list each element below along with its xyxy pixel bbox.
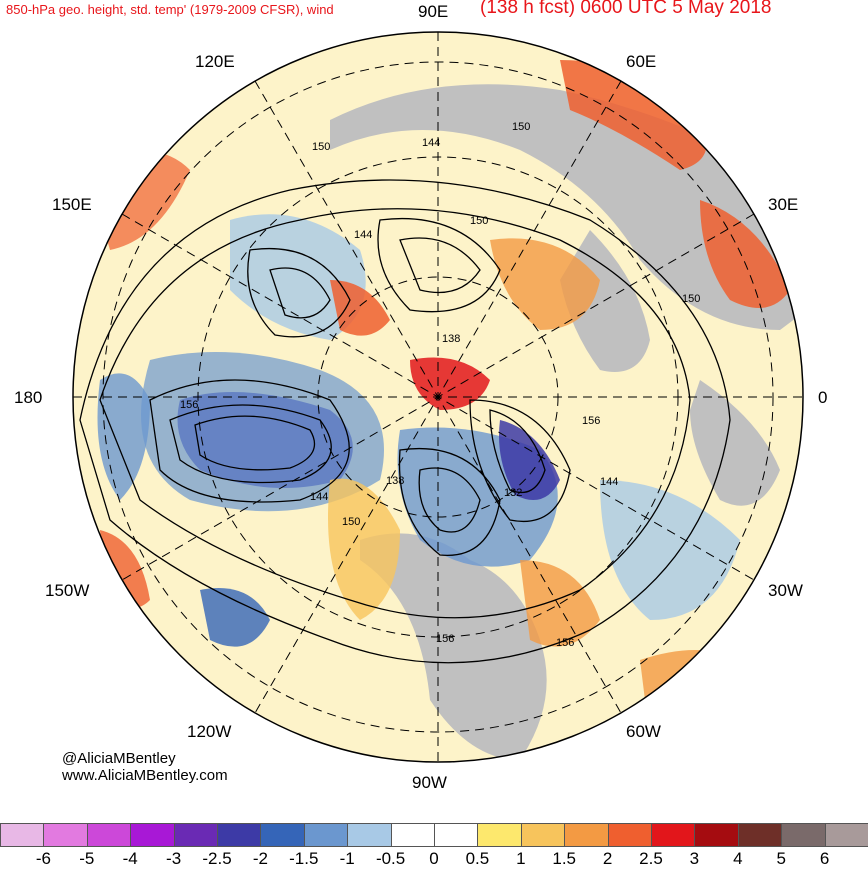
lon-label-30w: 30W bbox=[768, 581, 803, 600]
lon-label-60w: 60W bbox=[626, 722, 661, 741]
colorbar-swatch bbox=[477, 823, 522, 847]
lon-label-120w: 120W bbox=[187, 722, 232, 741]
colorbar-swatch bbox=[347, 823, 392, 847]
contour-label: 150 bbox=[312, 141, 330, 153]
colorbar-tick-label: -1.5 bbox=[289, 849, 319, 868]
contour-label: 144 bbox=[422, 137, 440, 149]
colorbar-tick-label: -6 bbox=[35, 849, 51, 868]
credit-website[interactable]: www.AliciaMBentley.com bbox=[62, 767, 228, 784]
map-frame bbox=[72, 31, 804, 763]
colorbar-swatch bbox=[607, 823, 652, 847]
contour-label: 138 bbox=[442, 333, 460, 345]
lon-label-90e: 90E bbox=[418, 2, 449, 21]
contour-label: 150 bbox=[512, 121, 530, 133]
lon-label-150e: 150E bbox=[52, 195, 92, 214]
colorbar-tick-label: -3 bbox=[166, 849, 182, 868]
contour-label: 150 bbox=[682, 293, 700, 305]
colorbar-tick-label: -4 bbox=[122, 849, 138, 868]
contour-label: 156 bbox=[436, 633, 454, 645]
contour-label: 144 bbox=[600, 476, 618, 488]
colorbar-swatch bbox=[434, 823, 479, 847]
cold-anomaly-gulf-alaska bbox=[200, 588, 270, 647]
contour-label: 144 bbox=[310, 491, 328, 503]
cool-anomaly-pacific bbox=[141, 352, 384, 512]
colorbar-swatch bbox=[217, 823, 262, 847]
cool-anomaly-siberia bbox=[230, 214, 366, 340]
height-contours bbox=[79, 179, 731, 664]
colorbar-tick-label: 2.5 bbox=[639, 849, 663, 868]
warm-anomaly-alaska bbox=[328, 478, 400, 620]
colorbar-swatch bbox=[173, 823, 218, 847]
cold-anomaly-greenland bbox=[499, 420, 560, 500]
colorbar-swatch bbox=[0, 823, 45, 847]
map-title: 850-hPa geo. height, std. temp' (1979-20… bbox=[6, 2, 334, 17]
contour-label: 138 bbox=[386, 475, 404, 487]
forecast-time-title: (138 h fcst) 0600 UTC 5 May 2018 bbox=[480, 0, 772, 18]
colorbar-tick-label: 0 bbox=[429, 849, 439, 868]
colorbar-swatch bbox=[651, 823, 696, 847]
colorbar-swatch bbox=[260, 823, 305, 847]
colorbar-swatch bbox=[564, 823, 609, 847]
contour-label: 150 bbox=[342, 516, 360, 528]
lon-label-0: 0 bbox=[818, 388, 828, 407]
colorbar-tick-label: 2 bbox=[602, 849, 613, 868]
colorbar-tick-label: -5 bbox=[79, 849, 95, 868]
colorbar-swatch bbox=[781, 823, 826, 847]
land-africa-edge bbox=[690, 380, 780, 506]
lon-label-120e: 120E bbox=[195, 52, 235, 71]
warm-anomaly-urals bbox=[560, 60, 707, 170]
contour-label: 150 bbox=[470, 215, 488, 227]
cool-anomaly-atlantic bbox=[600, 480, 740, 620]
colorbar-tick-label: 1 bbox=[516, 849, 526, 868]
colorbar-swatch bbox=[43, 823, 88, 847]
credit-handle: @AliciaMBentley bbox=[62, 750, 176, 767]
colorbar-tick-label: -1 bbox=[339, 849, 355, 868]
lon-label-150w: 150W bbox=[45, 581, 90, 600]
colorbar-tick-label: 4 bbox=[733, 849, 743, 868]
contour-label: 156 bbox=[582, 415, 600, 427]
colorbar-tick-label: -2.5 bbox=[202, 849, 232, 868]
warm-anomaly-europe bbox=[700, 200, 790, 308]
lon-label-180: 180 bbox=[14, 388, 43, 407]
colorbar-tick-label: 1.5 bbox=[552, 849, 577, 868]
colorbar-swatch bbox=[520, 823, 566, 847]
colorbar-swatch bbox=[86, 823, 132, 847]
colorbar-tick-label: -0.5 bbox=[375, 849, 406, 868]
colorbar-swatch bbox=[694, 823, 739, 847]
graticule bbox=[73, 32, 803, 762]
lon-label-60e: 60E bbox=[626, 52, 657, 71]
colorbar-tick-label: 5 bbox=[776, 849, 786, 868]
colorbar-swatch bbox=[130, 823, 175, 847]
colorbar-tick-label: 0.5 bbox=[465, 849, 490, 868]
colorbar-tick-label: 3 bbox=[689, 849, 700, 868]
colorbar-swatch bbox=[737, 823, 783, 847]
lon-label-90w: 90W bbox=[412, 773, 447, 792]
lon-label-30e: 30E bbox=[768, 195, 799, 214]
land-north-america bbox=[360, 533, 547, 760]
colorbar-swatch bbox=[390, 823, 435, 847]
contour-label: 144 bbox=[354, 229, 372, 241]
contour-label: 156 bbox=[180, 399, 198, 411]
colorbar-swatch bbox=[303, 823, 349, 847]
colorbar-swatch bbox=[824, 823, 868, 847]
colorbar-tick-label: 6 bbox=[819, 849, 830, 868]
contour-label: 156 bbox=[556, 637, 574, 649]
colorbar-tick-label: -2 bbox=[252, 849, 268, 868]
contour-label: 132 bbox=[504, 487, 522, 499]
